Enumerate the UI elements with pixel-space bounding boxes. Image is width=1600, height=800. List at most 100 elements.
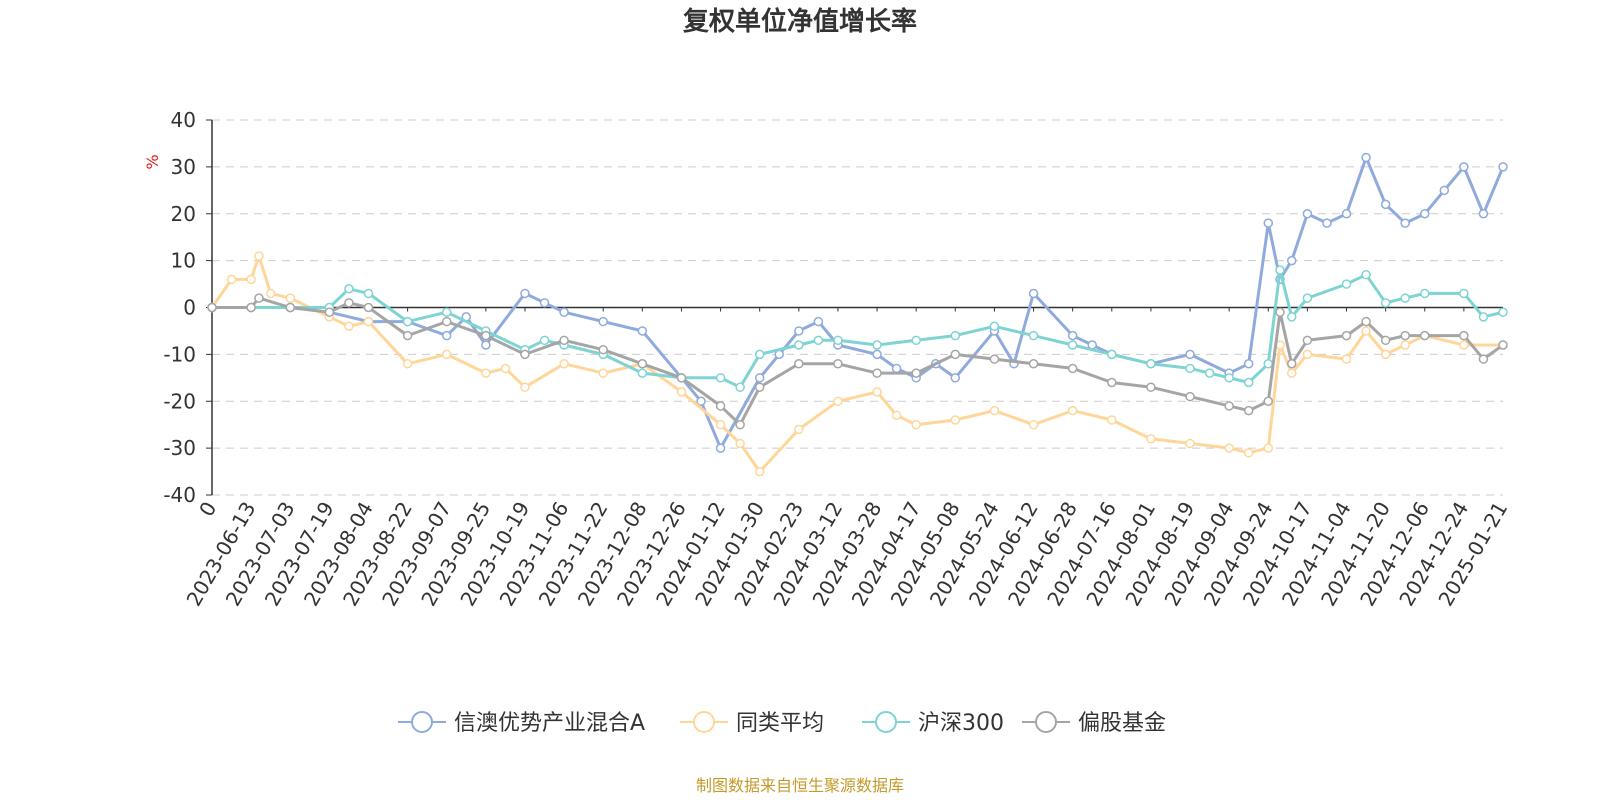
data-point [1067, 363, 1078, 374]
data-point [1146, 382, 1156, 392]
data-point [1185, 363, 1195, 374]
data-point [735, 382, 745, 392]
data-point [441, 316, 452, 327]
data-point [1322, 218, 1332, 228]
data-point [1028, 330, 1039, 341]
gridlines [212, 119, 1503, 496]
data-point [1204, 368, 1215, 378]
data-point [441, 330, 452, 341]
data-point [794, 424, 804, 435]
series-0 [207, 152, 1508, 453]
data-point [950, 330, 961, 341]
data-point [1067, 340, 1078, 350]
chart-title: 复权单位净值增长率 [683, 6, 917, 37]
data-point [1243, 377, 1254, 388]
data-point [324, 307, 335, 317]
data-point [754, 466, 765, 477]
data-point [539, 335, 550, 346]
data-point [1263, 396, 1274, 406]
data-point [1286, 359, 1297, 369]
legend-label: 同类平均 [736, 711, 824, 736]
data-point [246, 302, 256, 313]
data-point [1341, 354, 1352, 364]
data-point [1459, 340, 1469, 350]
data-point [1107, 415, 1117, 425]
data-point [1028, 288, 1039, 299]
data-point [1028, 359, 1039, 369]
data-point [1380, 199, 1391, 210]
data-point [794, 359, 804, 369]
data-point [520, 288, 530, 299]
data-point [344, 284, 354, 294]
data-point [559, 359, 569, 369]
y-axis-ticks: 40 30 20 10 0 -10 -20 -30 -40 [163, 108, 212, 507]
legend-label: 信澳优势产业混合A [454, 711, 645, 736]
y-tick-label: 10 [171, 249, 196, 273]
data-point [559, 307, 569, 317]
data-point [1459, 162, 1469, 172]
legend-marker [411, 711, 433, 733]
data-point [1302, 293, 1313, 303]
data-point [1420, 288, 1430, 299]
data-point [598, 344, 608, 355]
data-point [950, 349, 961, 360]
legend: 信澳优势产业混合A 同类平均 沪深300 偏股基金 [398, 711, 1166, 736]
data-point [872, 349, 882, 360]
source-note: 制图数据来自恒生聚源数据库 [696, 776, 904, 795]
data-point [1286, 368, 1297, 378]
data-point [950, 373, 961, 383]
data-point [754, 349, 765, 360]
data-point [696, 396, 706, 406]
data-point [1224, 443, 1234, 453]
data-point [833, 396, 843, 406]
y-axis-unit: % [143, 154, 162, 169]
data-point [1275, 307, 1285, 317]
data-point [637, 359, 648, 369]
data-point [1302, 335, 1313, 346]
data-point [1361, 316, 1371, 327]
data-point [794, 340, 804, 350]
data-point [715, 401, 726, 411]
data-point [1420, 330, 1430, 341]
data-point [598, 316, 608, 327]
data-point [676, 387, 687, 397]
legend-marker [875, 711, 897, 733]
data-point [1263, 218, 1274, 228]
data-point [344, 321, 354, 331]
data-point [1341, 330, 1352, 341]
legend-item-3: 偏股基金 [1022, 711, 1166, 736]
data-point [1341, 279, 1352, 289]
y-tick-label: -10 [163, 342, 196, 366]
data-point [833, 335, 843, 346]
data-point [1498, 307, 1508, 317]
data-point [539, 298, 550, 308]
legend-label: 沪深300 [918, 711, 1004, 736]
data-point [226, 274, 237, 285]
data-point [833, 359, 843, 369]
data-point [872, 340, 882, 350]
data-point [1107, 377, 1117, 388]
data-point [254, 293, 264, 303]
series-3 [207, 293, 1508, 430]
series-1 [207, 251, 1508, 477]
data-point [1400, 218, 1410, 228]
x-tick-label: 0 [194, 498, 221, 521]
data-point [520, 382, 530, 392]
data-point [637, 368, 648, 378]
data-point [1361, 326, 1371, 336]
data-point [481, 330, 491, 341]
data-point [1286, 255, 1297, 266]
data-point [1185, 438, 1195, 449]
legend-item-2: 沪深300 [862, 711, 1004, 736]
axes [211, 120, 1503, 495]
y-tick-label: -40 [163, 483, 196, 507]
data-point [1302, 349, 1313, 360]
data-point [285, 293, 295, 303]
data-point [363, 302, 374, 313]
data-point [1341, 209, 1352, 219]
data-point [1185, 391, 1195, 402]
data-point [911, 368, 921, 378]
data-point [989, 354, 1000, 364]
data-point [872, 387, 882, 397]
